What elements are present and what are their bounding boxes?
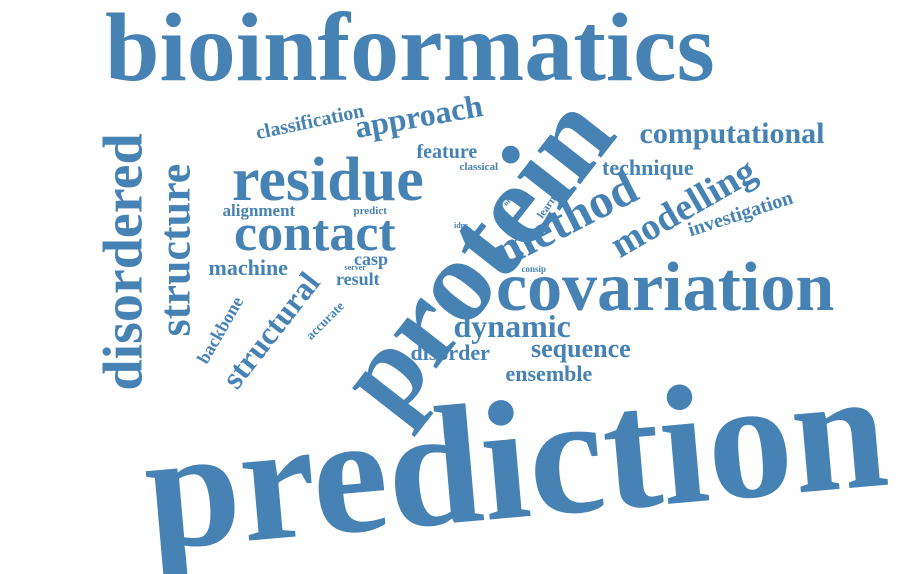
word-computational: computational: [639, 117, 825, 150]
word-structure: structure: [149, 163, 199, 337]
word-server: server: [344, 263, 366, 272]
word-disorder: disorder: [410, 340, 490, 365]
word-bioinformatics: bioinformatics: [105, 0, 715, 102]
word-ensemble: ensemble: [505, 361, 593, 386]
word-residue: residue: [232, 146, 424, 214]
word-consip: consip: [521, 263, 547, 274]
word-casp: casp: [354, 249, 389, 269]
word-classification: classification: [253, 99, 367, 145]
word-technique: technique: [602, 155, 694, 180]
word-predict: predict: [353, 204, 387, 217]
word-contact: contact: [234, 205, 396, 262]
word-result: result: [336, 269, 380, 289]
word-idps: idps: [454, 221, 469, 230]
word-machine: machine: [208, 255, 288, 280]
word-feature: feature: [416, 141, 478, 163]
word-covariation: covariation: [496, 249, 835, 326]
word-disordered: disordered: [92, 133, 155, 391]
word-dynamic: dynamic: [453, 308, 571, 344]
word-alignment: alignment: [222, 200, 296, 220]
word-classical: classical: [459, 160, 499, 173]
word-sequence: sequence: [531, 334, 631, 363]
